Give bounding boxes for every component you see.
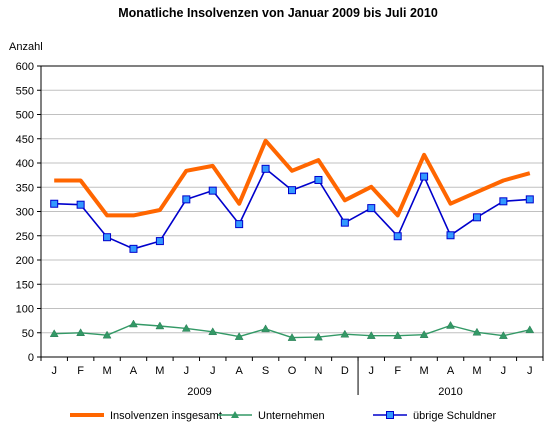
data-point <box>76 200 85 209</box>
data-point <box>340 329 350 338</box>
x-tick-label: J <box>51 365 57 377</box>
x-tick-label: M <box>155 365 164 377</box>
legend-item-2: übrige Schuldner <box>373 410 497 422</box>
series-line <box>54 138 531 218</box>
data-point <box>208 327 218 336</box>
series-line <box>54 168 530 250</box>
legend-label: Unternehmen <box>258 410 325 422</box>
x-tick-label: A <box>235 365 243 377</box>
data-point <box>235 220 244 229</box>
data-point <box>261 164 270 173</box>
data-point <box>208 186 217 195</box>
data-point <box>234 332 244 340</box>
chart-title: Monatliche Insolvenzen von Januar 2009 b… <box>118 6 438 20</box>
series-1 <box>49 319 535 341</box>
legend-marker <box>386 411 394 419</box>
data-point <box>393 232 402 241</box>
data-point <box>367 204 376 213</box>
x-tick-label: O <box>288 365 297 377</box>
x-tick-label: J <box>210 365 216 377</box>
series <box>49 138 535 341</box>
axes: 0 50 100 150 200 250 300 350 400 450 500 550 600 J F M A… <box>16 61 544 398</box>
y-tick-label-200: 200 <box>16 255 34 267</box>
grid <box>41 65 543 334</box>
data-point <box>129 319 138 328</box>
data-point <box>261 324 271 333</box>
year-label-2010: 2010 <box>438 386 462 398</box>
x-tick-label: F <box>77 365 84 377</box>
data-point <box>446 231 455 240</box>
data-point <box>49 329 59 337</box>
data-point <box>288 186 296 195</box>
data-point <box>313 332 323 341</box>
data-point <box>76 328 86 336</box>
x-tick-label: M <box>420 365 429 377</box>
y-tick-label-50: 50 <box>22 328 34 340</box>
data-point <box>314 175 323 184</box>
data-point <box>499 197 508 206</box>
y-tick-label-250: 250 <box>16 231 34 243</box>
legend-item-1: Unternehmen <box>218 410 325 422</box>
y-tick-label-400: 400 <box>16 158 34 170</box>
legend-label: Insolvenzen insgesamt <box>110 410 222 422</box>
data-point <box>129 244 138 253</box>
x-tick-label: M <box>102 365 111 377</box>
x-tick-label: N <box>314 365 322 377</box>
legend-label: übrige Schuldner <box>413 410 497 422</box>
plot-area <box>40 65 544 358</box>
data-point <box>525 195 534 204</box>
data-point <box>102 330 112 339</box>
legend-marker <box>231 411 239 418</box>
series-2 <box>50 164 534 253</box>
data-point <box>182 195 191 204</box>
y-tick-label-100: 100 <box>16 304 34 316</box>
data-point <box>155 321 165 330</box>
data-point <box>498 331 508 339</box>
data-point <box>340 218 349 227</box>
y-tick-label-300: 300 <box>16 207 34 219</box>
y-tick-label-150: 150 <box>16 279 34 291</box>
y-tick-label-0: 0 <box>28 352 34 364</box>
legend-item-0: Insolvenzen insgesamt <box>70 410 222 422</box>
y-tick-label-550: 550 <box>16 85 34 97</box>
x-tick-label: S <box>262 365 269 377</box>
x-tick-label: F <box>394 365 401 377</box>
x-tick-label: J <box>501 365 507 377</box>
data-point <box>393 331 403 339</box>
y-tick-label-450: 450 <box>16 134 34 146</box>
y-tick-label-500: 500 <box>16 110 34 122</box>
year-label-2009: 2009 <box>187 386 211 398</box>
data-point <box>419 330 429 338</box>
x-tick-label: J <box>184 365 190 377</box>
data-point <box>446 320 455 329</box>
data-point <box>420 172 429 181</box>
x-tick-label: D <box>341 365 349 377</box>
y-tick-label-600: 600 <box>16 61 34 73</box>
data-point <box>287 333 297 341</box>
data-point <box>472 213 481 222</box>
y-axis-label: Anzahl <box>9 41 43 53</box>
data-point <box>366 331 376 339</box>
x-tick-label: M <box>472 365 481 377</box>
y-tick-label-350: 350 <box>16 182 34 194</box>
data-point <box>50 199 59 208</box>
legend: Insolvenzen insgesamt Unternehmen übrige S… <box>70 410 497 422</box>
x-tick-label: A <box>130 365 138 377</box>
x-tick-label: J <box>369 365 375 377</box>
data-point <box>155 237 164 246</box>
data-point <box>103 233 112 242</box>
series-0 <box>54 138 531 218</box>
x-tick-label: J <box>527 365 533 377</box>
data-point <box>525 325 535 334</box>
x-tick-label: A <box>447 365 455 377</box>
data-point <box>472 327 482 336</box>
data-point <box>181 323 191 332</box>
